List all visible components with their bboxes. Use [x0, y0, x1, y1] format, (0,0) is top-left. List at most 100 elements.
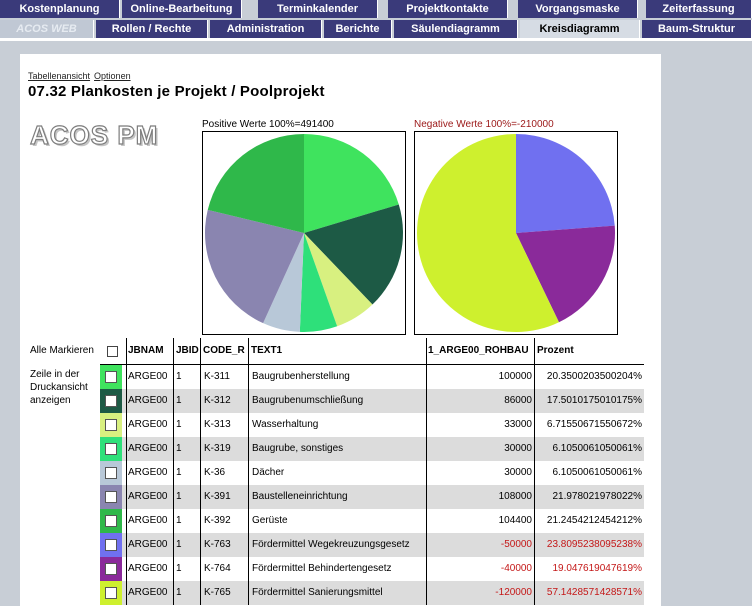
row-print-checkbox[interactable] — [105, 539, 117, 551]
cell-jbid: 1 — [176, 419, 182, 430]
cell-jbid: 1 — [176, 563, 182, 574]
row-print-checkbox[interactable] — [105, 395, 117, 407]
col-text1[interactable]: TEXT1 — [251, 345, 283, 356]
tab-administration[interactable]: Administration — [210, 20, 322, 38]
cell-percent: 19.047619047619% — [552, 563, 642, 574]
col-divider — [534, 365, 535, 605]
cell-jbid: 1 — [176, 443, 182, 454]
col-divider — [426, 365, 427, 605]
col-divider — [200, 365, 201, 605]
view-links: Tabellenansicht Optionen — [28, 71, 135, 81]
cell-value: 33000 — [504, 419, 532, 430]
col-prozent[interactable]: Prozent — [537, 345, 574, 356]
link-optionen[interactable]: Optionen — [94, 71, 131, 81]
row-color-swatch — [100, 389, 122, 413]
cell-text: Baugrubenumschließung — [252, 395, 364, 406]
cell-code: K-36 — [204, 467, 226, 478]
cell-code: K-313 — [204, 419, 231, 430]
tab-kreisdiagramm[interactable]: Kreisdiagramm — [520, 20, 640, 38]
row-print-checkbox[interactable] — [105, 419, 117, 431]
cell-code: K-391 — [204, 491, 231, 502]
table-row: ARGE00 1 K-764 Fördermittel Behindertengese… — [100, 557, 644, 581]
table-row: ARGE00 1 K-312 Baugrubenumschließung 86000 17… — [100, 389, 644, 413]
cell-jbnam: ARGE00 — [128, 539, 168, 550]
cell-code: K-765 — [204, 587, 231, 598]
pie-slice-k-765 — [417, 134, 559, 332]
table-row: ARGE00 1 K-36 Dächer 30000 6.1050061050061% — [100, 461, 644, 485]
col-divider — [534, 338, 535, 364]
row-print-checkbox[interactable] — [105, 467, 117, 479]
pie-slice-k-312 — [304, 204, 403, 305]
pie-slice-k-763 — [516, 134, 615, 233]
cell-jbid: 1 — [176, 395, 182, 406]
cell-jbid: 1 — [176, 467, 182, 478]
select-all-checkbox[interactable] — [107, 346, 118, 357]
tab-projektkontakte[interactable]: Projektkontakte — [388, 0, 508, 18]
cell-text: Baustelleneinrichtung — [252, 491, 348, 502]
cell-jbnam: ARGE00 — [128, 491, 168, 502]
col-code-r[interactable]: CODE_R — [203, 345, 245, 356]
cell-text: Fördermittel Behindertengesetz — [252, 563, 392, 574]
row-color-swatch — [100, 509, 122, 533]
tab-zeiterfassung[interactable]: Zeiterfassung — [646, 0, 752, 18]
row-print-checkbox[interactable] — [105, 515, 117, 527]
cell-percent: 20.3500203500204% — [546, 371, 642, 382]
pie-slice-k-36 — [263, 233, 304, 332]
cell-value: 100000 — [498, 371, 532, 382]
page-title: 07.32 Plankosten je Projekt / Poolprojek… — [28, 83, 325, 100]
row-print-checkbox[interactable] — [105, 371, 117, 383]
cell-value: 86000 — [504, 395, 532, 406]
cell-text: Baugrube, sonstiges — [252, 443, 344, 454]
cell-jbnam: ARGE00 — [128, 371, 168, 382]
cell-text: Dächer — [252, 467, 285, 478]
col-rohbau[interactable]: 1_ARGE00_ROHBAU — [428, 345, 529, 356]
tab-baum-struktur[interactable]: Baum-Struktur — [642, 20, 752, 38]
row-color-swatch — [100, 581, 122, 605]
negative-pie-chart — [414, 131, 618, 335]
row-print-checkbox[interactable] — [105, 491, 117, 503]
negative-pie-svg — [417, 134, 615, 332]
cell-jbid: 1 — [176, 491, 182, 502]
table-header: Alle Markieren JBNAM JBID CODE_R TEXT1 1… — [20, 338, 661, 364]
cell-percent: 23.8095238095238% — [546, 539, 642, 550]
tab-acos-web[interactable]: ACOS WEB — [0, 20, 94, 38]
table-row: ARGE00 1 K-313 Wasserhaltung 33000 6.71550671… — [100, 413, 644, 437]
col-divider — [173, 338, 174, 364]
row-print-checkbox[interactable] — [105, 563, 117, 575]
cell-percent: 57.1428571428571% — [546, 587, 642, 598]
tab-rollen-rechte[interactable]: Rollen / Rechte — [96, 20, 208, 38]
cell-code: K-764 — [204, 563, 231, 574]
row-print-checkbox[interactable] — [105, 443, 117, 455]
tab-kostenplanung[interactable]: Kostenplanung — [0, 0, 120, 18]
cell-jbid: 1 — [176, 587, 182, 598]
cell-text: Fördermittel Sanierungsmittel — [252, 587, 383, 598]
col-jbnam[interactable]: JBNAM — [128, 345, 164, 356]
sub-nav: ACOS WEB Rollen / Rechte Administration … — [0, 20, 752, 38]
col-jbid[interactable]: JBID — [176, 345, 199, 356]
cell-text: Wasserhaltung — [252, 419, 319, 430]
row-color-swatch — [100, 365, 122, 389]
tab-vorgangsmaske[interactable]: Vorgangsmaske — [518, 0, 638, 18]
positive-pie-svg — [204, 134, 403, 332]
positive-chart-title: Positive Werte 100%=491400 — [202, 119, 334, 130]
cell-text: Gerüste — [252, 515, 288, 526]
cell-percent: 21.2454212454212% — [546, 515, 642, 526]
cell-jbnam: ARGE00 — [128, 467, 168, 478]
tab-online-bearbeitung[interactable]: Online-Bearbeitung — [122, 0, 242, 18]
tab-terminkalender[interactable]: Terminkalender — [258, 0, 378, 18]
link-tabellenansicht[interactable]: Tabellenansicht — [28, 71, 91, 81]
row-print-checkbox[interactable] — [105, 587, 117, 599]
tab-saeulendiagramm[interactable]: Säulendiagramm — [394, 20, 518, 38]
tab-berichte[interactable]: Berichte — [324, 20, 392, 38]
table-row: ARGE00 1 K-765 Fördermittel Sanierungsmitte… — [100, 581, 644, 605]
row-color-swatch — [100, 461, 122, 485]
table-row: ARGE00 1 K-392 Gerüste 104400 21.245421245421… — [100, 509, 644, 533]
table-row: ARGE00 1 K-763 Fördermittel Wegekreuzungsge… — [100, 533, 644, 557]
print-view-note: Zeile in der Druckansicht anzeigen — [30, 369, 88, 406]
main-nav: Kostenplanung Online-Bearbeitung Termink… — [0, 0, 752, 18]
cell-percent: 21.978021978022% — [552, 491, 642, 502]
cell-value: -120000 — [495, 587, 532, 598]
cell-jbid: 1 — [176, 539, 182, 550]
table-row: ARGE00 1 K-319 Baugrube, sonstiges 30000 6.10… — [100, 437, 644, 461]
cell-code: K-319 — [204, 443, 231, 454]
